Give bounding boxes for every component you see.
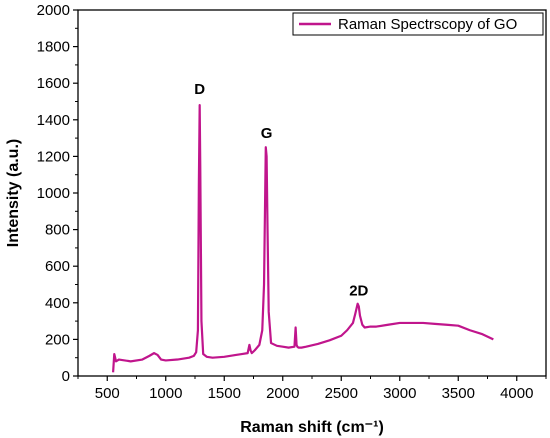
y-tick-label: 200 <box>45 331 70 348</box>
y-tick-label: 1200 <box>37 148 70 165</box>
x-tick-label: 500 <box>95 385 120 402</box>
legend-label: Raman Spectrscopy of GO <box>338 16 517 33</box>
y-tick-label: 400 <box>45 295 70 312</box>
plot-frame <box>77 9 547 377</box>
legend: Raman Spectrscopy of GO <box>292 12 544 36</box>
y-tick-label: 1400 <box>37 112 70 129</box>
y-tick-label: 800 <box>45 222 70 239</box>
x-tick-label: 3500 <box>442 385 475 402</box>
y-tick-label: 1600 <box>37 75 70 92</box>
y-tick-label: 600 <box>45 258 70 275</box>
x-axis-title: Raman shift (cm⁻¹) <box>240 419 384 436</box>
x-tick-label: 1500 <box>208 385 241 402</box>
x-tick-label: 4000 <box>500 385 533 402</box>
peak-label: 2D <box>349 282 368 299</box>
peak-label: G <box>261 125 273 142</box>
x-tick-label: 3000 <box>383 385 416 402</box>
series-line-0 <box>112 104 494 373</box>
x-tick-label: 2500 <box>325 385 358 402</box>
y-tick-label: 2000 <box>37 2 70 19</box>
peak-label: D <box>194 81 205 98</box>
plot-area: 500 1000 1500 2000 2500 3000 3500 4000 0 200 400 60… <box>37 2 547 402</box>
y-tick-label: 1000 <box>37 185 70 202</box>
y-tick-label: 0 <box>62 368 70 385</box>
x-tick-label: 2000 <box>266 385 299 402</box>
x-tick-label: 1000 <box>149 385 182 402</box>
y-axis-title: Intensity (a.u.) <box>5 139 22 247</box>
y-tick-label: 1800 <box>37 39 70 56</box>
legend-box <box>292 12 544 36</box>
